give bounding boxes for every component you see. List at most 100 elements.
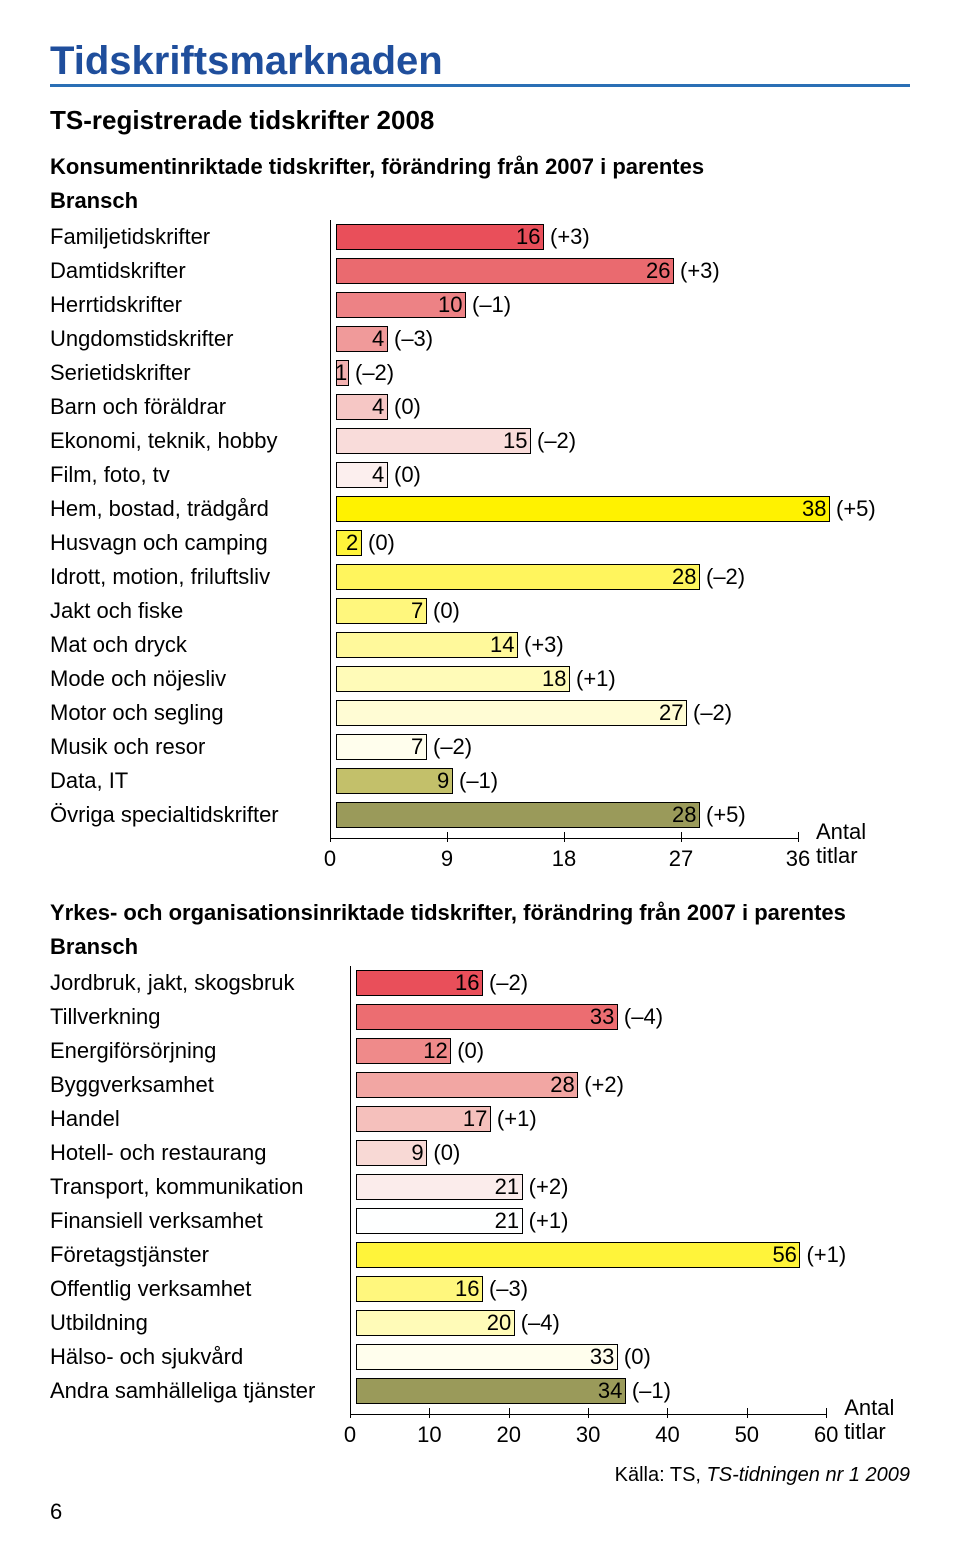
bar-value: 20 [487, 1310, 511, 1336]
bar-value: 1 [335, 360, 347, 386]
chart-row: Ekonomi, teknik, hobby15(–2) [50, 424, 910, 458]
row-label: Jordbruk, jakt, skogsbruk [50, 970, 356, 996]
chart-row: Barn och föräldrar4(0) [50, 390, 910, 424]
row-bar-area: 1 (–2) [336, 356, 856, 390]
bar [336, 666, 570, 692]
tick-label: 18 [552, 846, 576, 872]
tick-label: 50 [735, 1422, 759, 1448]
chart-row: Jordbruk, jakt, skogsbruk16(–2) [50, 966, 910, 1000]
chart-row: Andra samhälleliga tjänster34(–1) [50, 1374, 910, 1408]
row-label: Damtidskrifter [50, 258, 336, 284]
bar-change: (0) [394, 462, 421, 488]
bar-value: 10 [438, 292, 462, 318]
source-prefix: Källa: TS, [615, 1464, 707, 1486]
row-bar-area: 12(0) [356, 1034, 856, 1068]
bar [356, 1242, 800, 1268]
row-bar-area: 9 (–1) [336, 764, 856, 798]
chart-row: Damtidskrifter26(+3) [50, 254, 910, 288]
sub-title: TS-registrerade tidskrifter 2008 [50, 105, 910, 136]
chart-row: Data, IT 9 (–1) [50, 764, 910, 798]
chart-row: Byggverksamhet28(+2) [50, 1068, 910, 1102]
row-bar-area: 4(–3) [336, 322, 856, 356]
bar-change: (+3) [550, 224, 590, 250]
bar [336, 258, 674, 284]
bar [356, 1072, 578, 1098]
tick-label: 30 [576, 1422, 600, 1448]
bar [336, 802, 700, 828]
bar-change: (–1) [632, 1378, 671, 1404]
tick-label: 40 [655, 1422, 679, 1448]
row-label: Barn och föräldrar [50, 394, 336, 420]
bar-value: 56 [772, 1242, 796, 1268]
axis-unit-label: Antaltitlar [844, 1396, 894, 1444]
row-label: Andra samhälleliga tjänster [50, 1378, 356, 1404]
bar-value: 14 [490, 632, 514, 658]
chart-row: Utbildning20(–4) [50, 1306, 910, 1340]
row-bar-area: 33(–4) [356, 1000, 856, 1034]
row-label: Jakt och fiske [50, 598, 336, 624]
bar-change: (+2) [529, 1174, 569, 1200]
bar-change: (–2) [355, 360, 394, 386]
chart-row: Ungdomstidskrifter4(–3) [50, 322, 910, 356]
row-label: Handel [50, 1106, 356, 1132]
row-label: Ungdomstidskrifter [50, 326, 336, 352]
tick-label: 27 [669, 846, 693, 872]
page-title: Tidskriftsmarknaden [50, 40, 910, 87]
row-label: Husvagn och camping [50, 530, 336, 556]
bar-change: (0) [457, 1038, 484, 1064]
bar [336, 564, 700, 590]
bar-value: 7 [411, 734, 423, 760]
row-bar-area: 7 (–2) [336, 730, 856, 764]
bar-change: (–1) [459, 768, 498, 794]
row-label: Mode och nöjesliv [50, 666, 336, 692]
row-label: Hälso- och sjukvård [50, 1344, 356, 1370]
tick-label: 10 [417, 1422, 441, 1448]
row-bar-area: 28(+2) [356, 1068, 856, 1102]
tick-label: 60 [814, 1422, 838, 1448]
row-bar-area: 28(+5) [336, 798, 856, 832]
bar-value: 9 [437, 768, 449, 794]
row-bar-area: 9(0) [356, 1136, 856, 1170]
chart-row: Hälso- och sjukvård33(0) [50, 1340, 910, 1374]
row-label: Byggverksamhet [50, 1072, 356, 1098]
bar [336, 768, 453, 794]
bar-change: (+1) [529, 1208, 569, 1234]
bar-value: 21 [495, 1208, 519, 1234]
row-bar-area: 17(+1) [356, 1102, 856, 1136]
row-label: Energiförsörjning [50, 1038, 356, 1064]
row-bar-area: 4(0) [336, 458, 856, 492]
bar-change: (–2) [489, 970, 528, 996]
bar-value: 15 [503, 428, 527, 454]
row-bar-area: 10(–1) [336, 288, 856, 322]
chart-row: Herrtidskrifter10(–1) [50, 288, 910, 322]
bar-change: (+2) [584, 1072, 624, 1098]
bar-value: 16 [455, 1276, 479, 1302]
row-bar-area: 33(0) [356, 1340, 856, 1374]
chart-row: Offentlig verksamhet16(–3) [50, 1272, 910, 1306]
chart-row: Serietidskrifter1(–2) [50, 356, 910, 390]
bransch-label-2: Bransch [50, 934, 910, 960]
row-label: Musik och resor [50, 734, 336, 760]
chart-row: Husvagn och camping2(0) [50, 526, 910, 560]
chart-consumer: Familjetidskrifter16(+3)Damtidskrifter26… [50, 220, 910, 882]
bar-value: 38 [802, 496, 826, 522]
chart-row: Övriga specialtidskrifter28(+5) [50, 798, 910, 832]
bar-value: 21 [495, 1174, 519, 1200]
bar [356, 1004, 618, 1030]
row-bar-area: 28(–2) [336, 560, 856, 594]
bar-change: (–2) [433, 734, 472, 760]
bar-change: (0) [433, 598, 460, 624]
row-bar-area: 16(–3) [356, 1272, 856, 1306]
bar-change: (–2) [706, 564, 745, 590]
row-label: Film, foto, tv [50, 462, 336, 488]
row-bar-area: 14(+3) [336, 628, 856, 662]
bar [336, 496, 830, 522]
bar [336, 224, 544, 250]
bar [336, 428, 531, 454]
bar-change: (–4) [521, 1310, 560, 1336]
bar-value: 7 [411, 598, 423, 624]
row-label: Övriga specialtidskrifter [50, 802, 336, 828]
bar-change: (+1) [806, 1242, 846, 1268]
row-bar-area: 2(0) [336, 526, 856, 560]
row-label: Data, IT [50, 768, 336, 794]
